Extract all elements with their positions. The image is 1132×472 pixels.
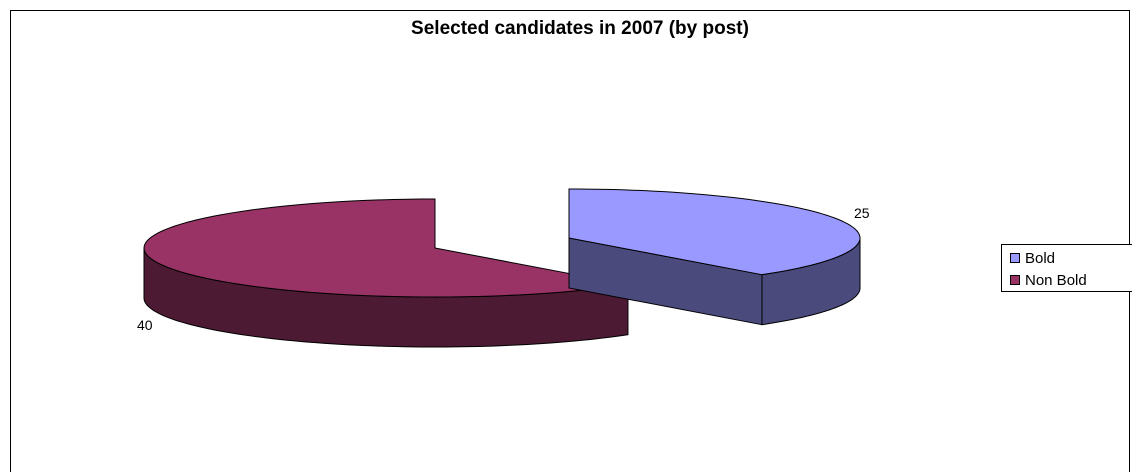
- data-label-non-bold: 40: [137, 317, 153, 333]
- legend-swatch-bold: [1010, 253, 1020, 263]
- pie-slice-top-non-bold: [143, 198, 629, 298]
- legend-item-non-bold: Non Bold: [1010, 271, 1087, 289]
- legend-label-non-bold: Non Bold: [1025, 271, 1087, 289]
- chart-title: Selected candidates in 2007 (by post): [411, 18, 749, 39]
- pie-slice-top-bold: [568, 188, 861, 276]
- pie-slice-bold: [568, 188, 861, 326]
- legend-item-bold: Bold: [1010, 249, 1055, 267]
- legend: Bold Non Bold: [1001, 244, 1132, 292]
- legend-swatch-non-bold: [1010, 275, 1020, 285]
- pie-slice-non-bold: [143, 198, 629, 348]
- data-label-bold: 25: [854, 205, 870, 221]
- legend-label-bold: Bold: [1025, 249, 1056, 267]
